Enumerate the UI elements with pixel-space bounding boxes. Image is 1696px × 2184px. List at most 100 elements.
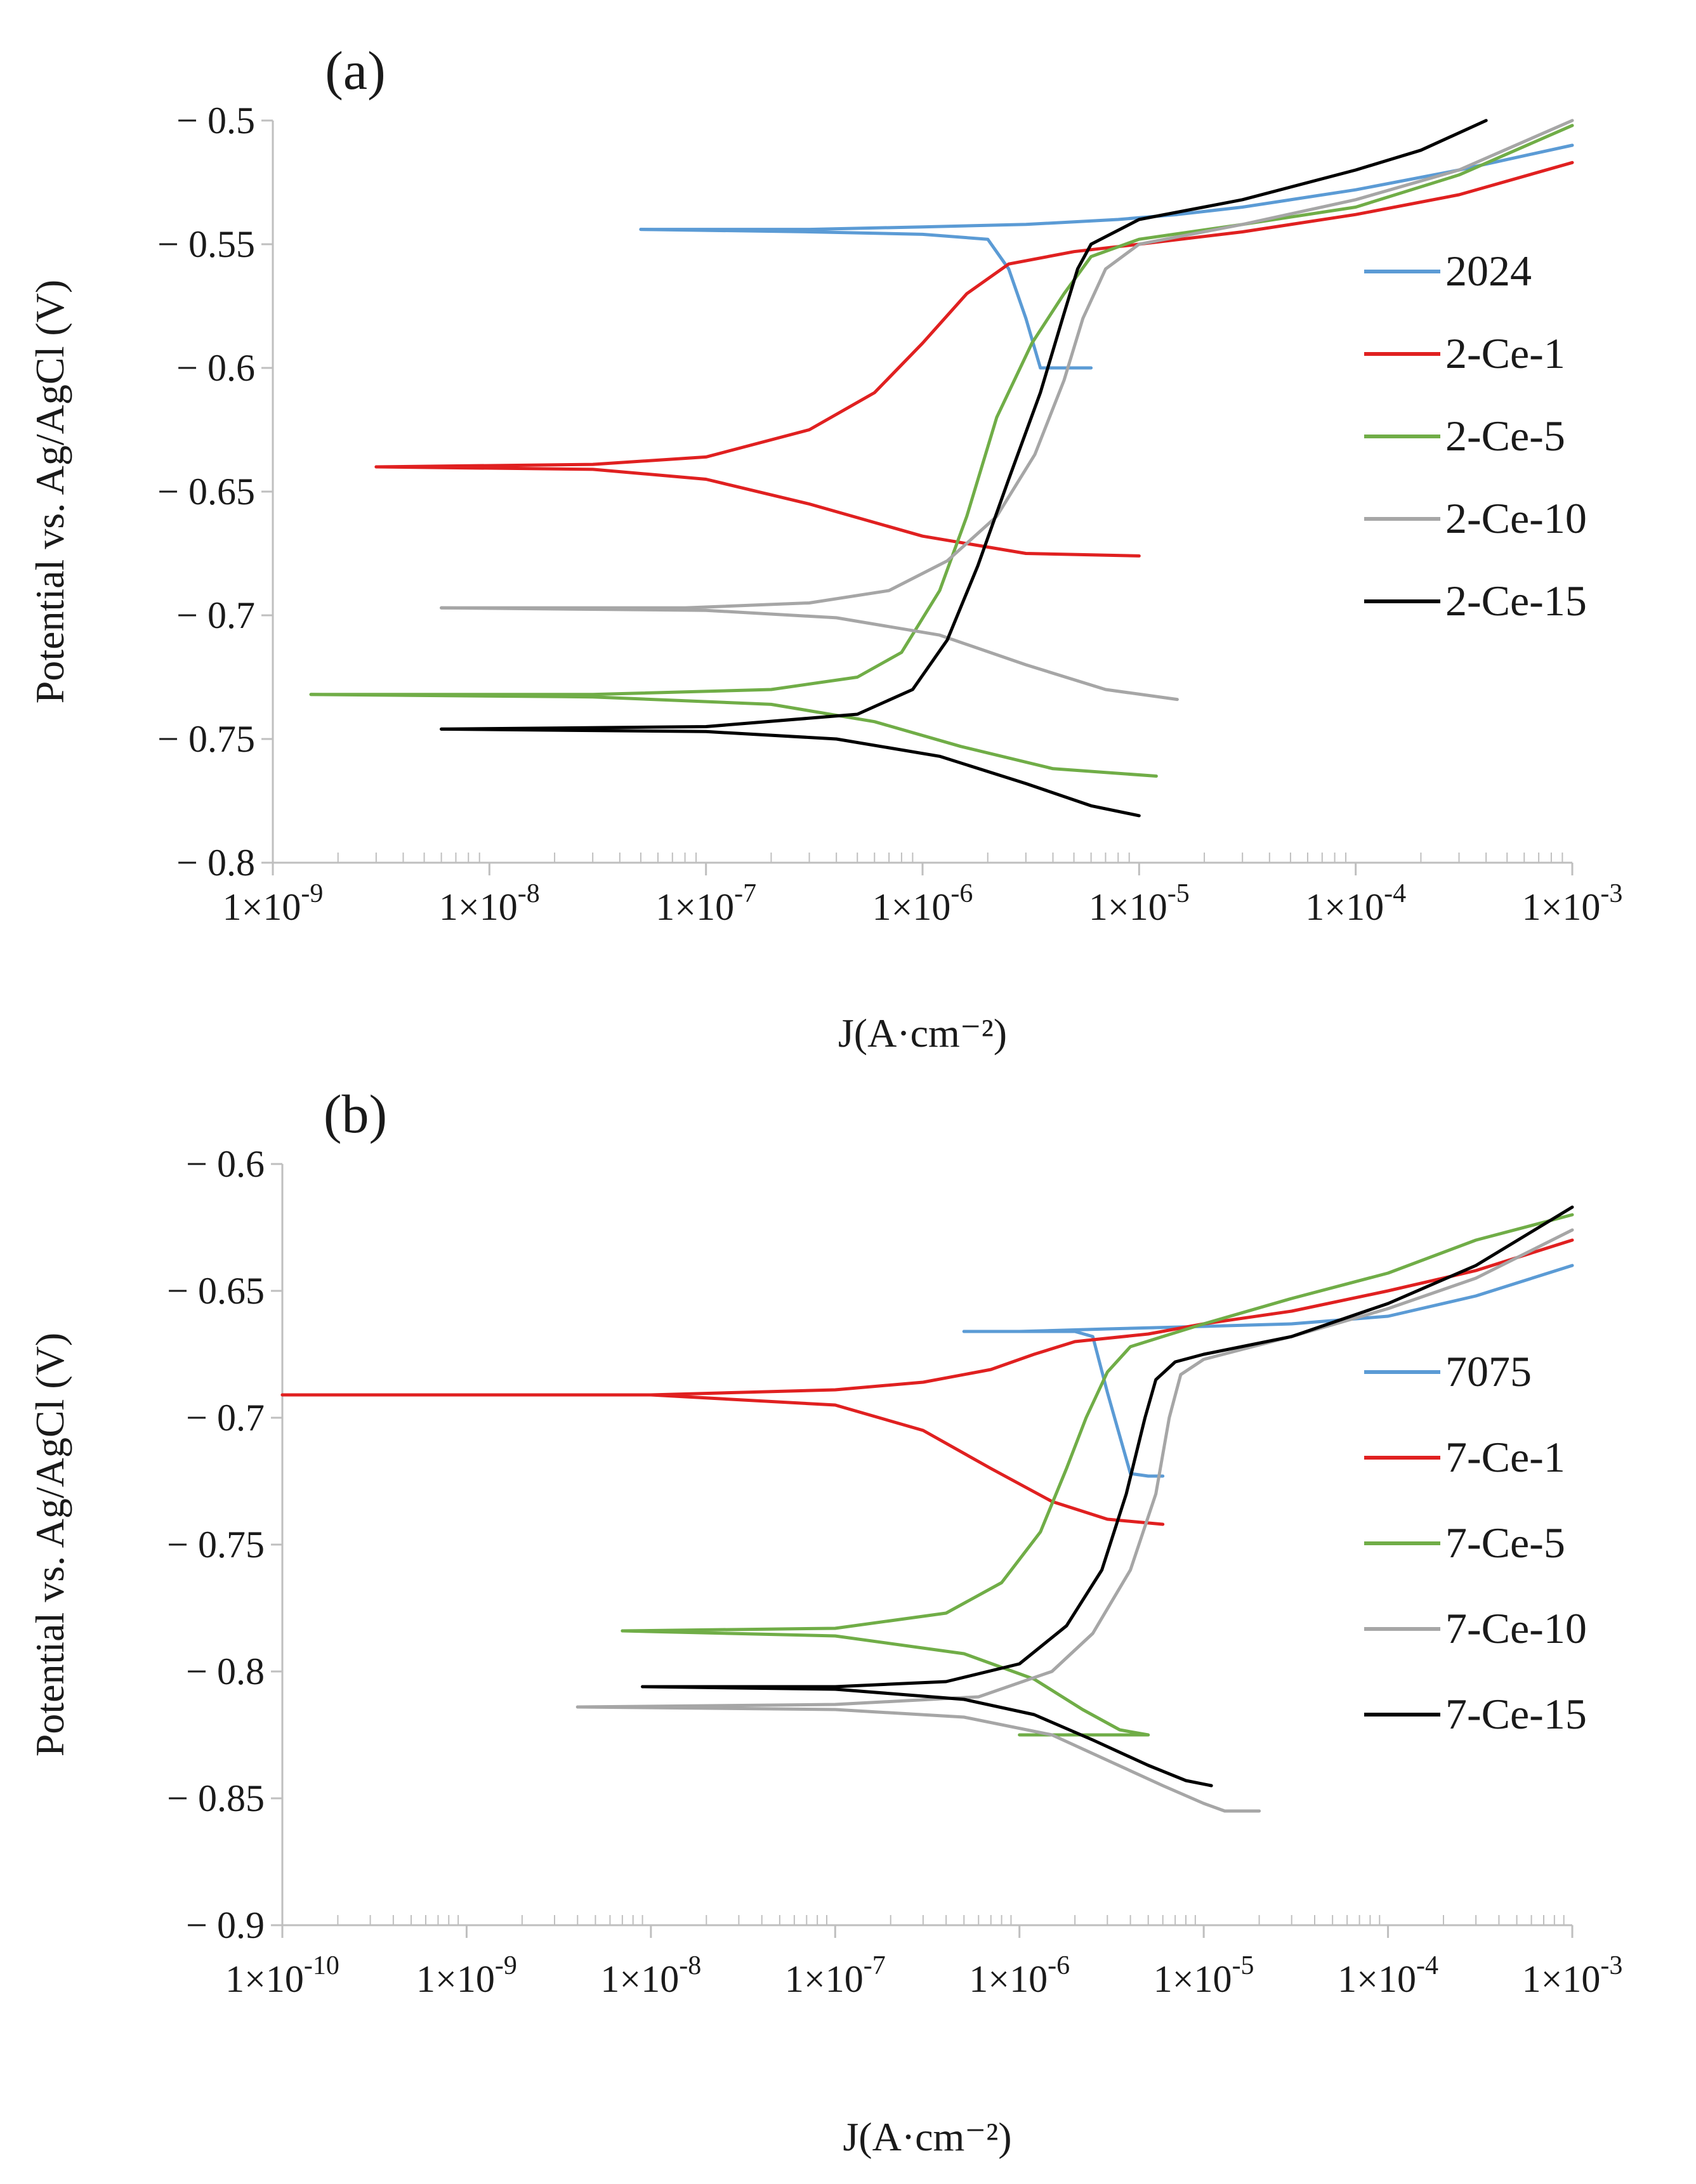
x-tick-label: 1×10-8 bbox=[600, 1951, 701, 2000]
x-tick-label: 1×10-3 bbox=[1522, 1951, 1623, 2000]
x-tick-mantissa: 1 bbox=[1305, 886, 1324, 928]
x-tick-times: ×10 bbox=[1541, 886, 1601, 928]
series-line-anodic bbox=[309, 124, 1574, 696]
series-line-cathodic bbox=[621, 1629, 1150, 1737]
x-tick-label: 1×10-6 bbox=[969, 1951, 1070, 2000]
x-tick-label: 1×10-9 bbox=[416, 1951, 517, 2000]
y-axis-title: Potential vs. Ag/AgCl (V) bbox=[27, 280, 72, 703]
x-tick-mantissa: 1 bbox=[1338, 1958, 1357, 2000]
series-7075 bbox=[962, 1264, 1574, 1478]
series-line-cathodic bbox=[374, 465, 1141, 558]
legend-label: 7075 bbox=[1445, 1347, 1532, 1396]
series-line-anodic bbox=[575, 1228, 1574, 1709]
series-7-ce-5 bbox=[621, 1213, 1574, 1737]
x-tick-exponent: -3 bbox=[1600, 1951, 1622, 1980]
x-axis-title: J(A·cm⁻²) bbox=[838, 1010, 1007, 1056]
chart-panel-b: − 0.6− 0.65− 0.7− 0.75− 0.8− 0.85− 0.91×… bbox=[27, 1083, 1622, 2159]
x-tick-exponent: -10 bbox=[304, 1951, 339, 1980]
x-tick-mantissa: 1 bbox=[223, 886, 242, 928]
series-line-cathodic bbox=[962, 1330, 1165, 1478]
series-line-anodic bbox=[440, 119, 1574, 610]
x-tick-label: 1×10-9 bbox=[223, 879, 324, 928]
y-tick-label: − 0.65 bbox=[157, 471, 255, 513]
x-tick-exponent: -6 bbox=[950, 879, 973, 908]
x-tick-label: 1×10-7 bbox=[655, 879, 756, 928]
x-tick-times: ×10 bbox=[244, 1958, 304, 2000]
x-tick-times: ×10 bbox=[804, 1958, 864, 2000]
y-tick-label: − 0.85 bbox=[167, 1777, 265, 1819]
legend-label: 2-Ce-10 bbox=[1445, 494, 1587, 542]
series-7-ce-15 bbox=[641, 1205, 1574, 1788]
x-tick-times: ×10 bbox=[435, 1958, 495, 2000]
series-line-cathodic bbox=[575, 1705, 1261, 1813]
legend-label: 2-Ce-5 bbox=[1445, 412, 1565, 460]
x-tick-exponent: -7 bbox=[864, 1951, 886, 1980]
x-tick-times: ×10 bbox=[1108, 886, 1167, 928]
y-axis-title: Potential vs. Ag/AgCl (V) bbox=[27, 1333, 72, 1756]
x-tick-times: ×10 bbox=[242, 886, 301, 928]
series-line-anodic bbox=[621, 1213, 1574, 1633]
x-tick-label: 1×10-3 bbox=[1522, 879, 1623, 928]
legend-label: 7-Ce-5 bbox=[1445, 1519, 1565, 1567]
series-line-cathodic bbox=[440, 727, 1141, 818]
y-tick-label: − 0.6 bbox=[186, 1143, 265, 1185]
x-tick-exponent: -8 bbox=[518, 879, 540, 908]
series-line-cathodic bbox=[280, 1393, 1165, 1526]
series-7-ce-1 bbox=[280, 1238, 1574, 1526]
x-tick-times: ×10 bbox=[674, 886, 734, 928]
x-tick-exponent: -4 bbox=[1416, 1951, 1438, 1980]
series-line-anodic bbox=[641, 1205, 1574, 1689]
x-tick-times: ×10 bbox=[619, 1958, 679, 2000]
x-tick-mantissa: 1 bbox=[225, 1958, 244, 2000]
x-tick-exponent: -5 bbox=[1167, 879, 1190, 908]
x-tick-exponent: -9 bbox=[301, 879, 323, 908]
x-tick-label: 1×10-5 bbox=[1089, 879, 1190, 928]
legend-label: 2-Ce-15 bbox=[1445, 577, 1587, 625]
y-tick-label: − 0.6 bbox=[176, 347, 255, 389]
x-tick-exponent: -6 bbox=[1048, 1951, 1070, 1980]
x-tick-times: ×10 bbox=[1357, 1958, 1416, 2000]
series-2-ce-1 bbox=[374, 160, 1574, 558]
x-tick-mantissa: 1 bbox=[969, 1958, 988, 2000]
x-tick-mantissa: 1 bbox=[785, 1958, 804, 2000]
x-tick-mantissa: 1 bbox=[1154, 1958, 1173, 2000]
y-tick-label: − 0.75 bbox=[167, 1524, 265, 1566]
series-line-anodic bbox=[440, 119, 1488, 731]
series-2024 bbox=[639, 143, 1574, 370]
y-tick-label: − 0.65 bbox=[167, 1270, 265, 1312]
x-tick-times: ×10 bbox=[988, 1958, 1048, 2000]
panel-label: (a) bbox=[325, 40, 385, 101]
panel-label: (b) bbox=[324, 1083, 387, 1144]
x-tick-label: 1×10-6 bbox=[872, 879, 973, 928]
y-tick-label: − 0.55 bbox=[157, 223, 255, 265]
x-tick-exponent: -8 bbox=[679, 1951, 701, 1980]
x-tick-mantissa: 1 bbox=[1522, 886, 1541, 928]
legend-label: 7-Ce-10 bbox=[1445, 1604, 1587, 1652]
series-line-anodic bbox=[639, 143, 1574, 232]
x-tick-mantissa: 1 bbox=[1089, 886, 1108, 928]
x-tick-label: 1×10-4 bbox=[1305, 879, 1406, 928]
x-tick-exponent: -9 bbox=[495, 1951, 517, 1980]
series-7-ce-10 bbox=[575, 1228, 1574, 1813]
series-line-anodic bbox=[280, 1238, 1574, 1397]
y-tick-label: − 0.5 bbox=[176, 100, 255, 141]
x-tick-label: 1×10-7 bbox=[785, 1951, 886, 2000]
x-tick-mantissa: 1 bbox=[655, 886, 674, 928]
x-tick-exponent: -3 bbox=[1600, 879, 1622, 908]
y-tick-label: − 0.7 bbox=[176, 594, 255, 636]
series-line-cathodic bbox=[309, 693, 1158, 778]
y-tick-label: − 0.8 bbox=[186, 1651, 265, 1692]
series-line-cathodic bbox=[639, 228, 1093, 370]
legend-label: 7-Ce-1 bbox=[1445, 1433, 1565, 1481]
legend-label: 2024 bbox=[1445, 247, 1532, 295]
series-2-ce-5 bbox=[309, 124, 1574, 778]
series-2-ce-15 bbox=[440, 119, 1488, 818]
series-line-cathodic bbox=[641, 1685, 1213, 1788]
x-axis-title: J(A·cm⁻²) bbox=[843, 2114, 1011, 2159]
x-tick-exponent: -7 bbox=[734, 879, 756, 908]
series-2-ce-10 bbox=[440, 119, 1574, 702]
legend-label: 2-Ce-1 bbox=[1445, 329, 1565, 377]
x-tick-label: 1×10-4 bbox=[1338, 1951, 1438, 2000]
series-line-cathodic bbox=[440, 606, 1179, 702]
